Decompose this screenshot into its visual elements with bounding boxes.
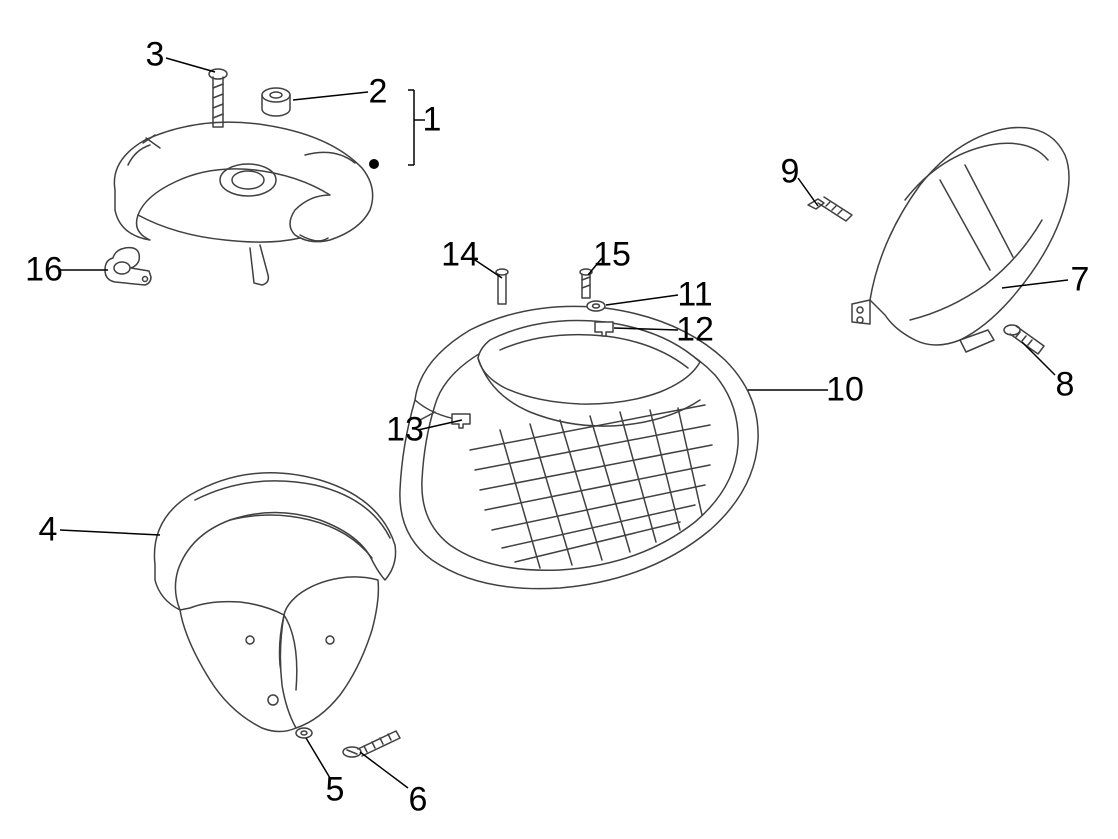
callout-1: 1 bbox=[423, 101, 442, 140]
callout-7: 7 bbox=[1071, 261, 1090, 300]
part-bracket-clamp bbox=[105, 248, 151, 285]
callout-13: 13 bbox=[386, 411, 424, 450]
callout-9: 9 bbox=[781, 153, 800, 192]
part-washer-fender bbox=[296, 728, 312, 738]
part-rear-hugger bbox=[852, 128, 1069, 352]
callout-11: 11 bbox=[677, 276, 712, 315]
part-screw-fender bbox=[343, 731, 400, 757]
callout-6: 6 bbox=[409, 781, 428, 820]
callout-4: 4 bbox=[39, 511, 58, 550]
part-screw-top bbox=[209, 69, 227, 127]
callout-12: 12 bbox=[676, 311, 714, 350]
callout-14: 14 bbox=[441, 236, 479, 275]
part-screw-housing-14 bbox=[496, 269, 508, 304]
parts-drawing bbox=[0, 0, 1118, 839]
callout-8: 8 bbox=[1056, 366, 1075, 405]
callout-5: 5 bbox=[326, 771, 345, 810]
callout-10: 10 bbox=[826, 371, 864, 410]
part-plug bbox=[262, 88, 290, 116]
callout-3: 3 bbox=[146, 36, 165, 75]
part-front-mudguard bbox=[154, 473, 395, 732]
callout-2: 2 bbox=[369, 73, 388, 112]
callout-16: 16 bbox=[25, 251, 63, 290]
part-screw-hugger-8 bbox=[1004, 325, 1044, 354]
part-washer-11 bbox=[587, 301, 605, 311]
part-steering-cover bbox=[114, 122, 372, 285]
callout-15: 15 bbox=[593, 236, 631, 275]
